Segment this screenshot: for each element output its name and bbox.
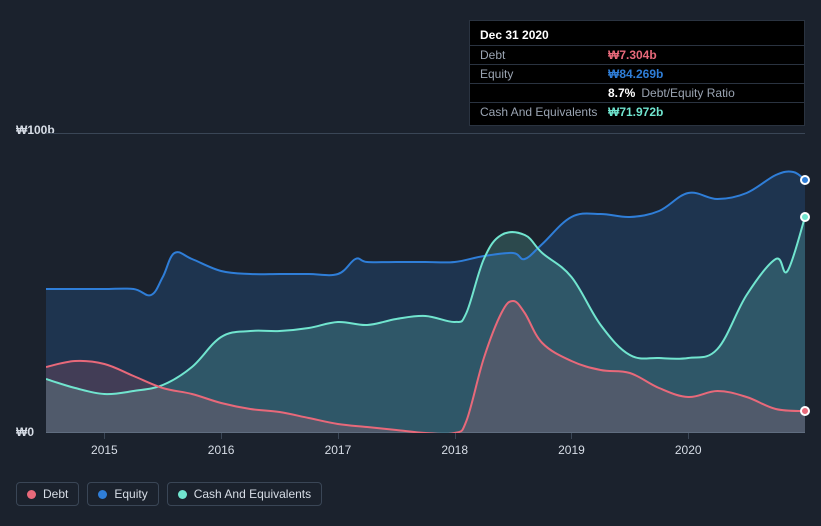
series-marker-debt [800,406,810,416]
tooltip-row: 8.7% Debt/Equity Ratio [470,83,804,102]
x-axis-label: 2015 [91,443,118,457]
x-axis-labels: 2015 2016 2017 2018 2019 2020 [46,443,805,463]
legend-swatch [98,490,107,499]
tooltip-row: Debt₩7.304b [470,45,804,64]
chart-plot[interactable] [46,133,805,433]
legend-label: Equity [114,487,147,501]
tooltip-row: Equity₩84.269b [470,64,804,83]
x-axis-label: 2016 [208,443,235,457]
x-tick [688,433,689,439]
x-axis-label: 2018 [441,443,468,457]
x-axis-label: 2017 [325,443,352,457]
x-tick [571,433,572,439]
legend-item-equity[interactable]: Equity [87,482,158,506]
tooltip-row-label: Debt [480,48,608,62]
legend-item-cash[interactable]: Cash And Equivalents [167,482,322,506]
tooltip-row-label: Equity [480,67,608,81]
tooltip-row-value: ₩71.972b [608,105,663,119]
tooltip-row-value: 8.7% [608,86,635,100]
tooltip-row-value: ₩7.304b [608,48,657,62]
y-axis-label-bottom: ₩0 [16,425,34,439]
chart-svg [46,133,805,433]
legend-item-debt[interactable]: Debt [16,482,79,506]
tooltip-row-label: Cash And Equivalents [480,105,608,119]
tooltip-row-value: ₩84.269b [608,67,663,81]
chart-legend: Debt Equity Cash And Equivalents [16,482,322,506]
x-axis-label: 2019 [558,443,585,457]
x-tick [455,433,456,439]
chart-tooltip: Dec 31 2020 Debt₩7.304bEquity₩84.269b8.7… [469,20,805,126]
x-axis-label: 2020 [675,443,702,457]
legend-swatch [178,490,187,499]
legend-swatch [27,490,36,499]
tooltip-title: Dec 31 2020 [470,25,804,45]
chart-area: ₩100b ₩0 201520162017201820192020 [16,118,805,468]
series-marker-cash [800,212,810,222]
legend-label: Cash And Equivalents [194,487,311,501]
series-marker-equity [800,175,810,185]
x-tick [338,433,339,439]
x-tick [221,433,222,439]
chart-container: Dec 31 2020 Debt₩7.304bEquity₩84.269b8.7… [0,0,821,526]
legend-label: Debt [43,487,68,501]
x-tick [104,433,105,439]
tooltip-row-extra: Debt/Equity Ratio [641,86,734,100]
